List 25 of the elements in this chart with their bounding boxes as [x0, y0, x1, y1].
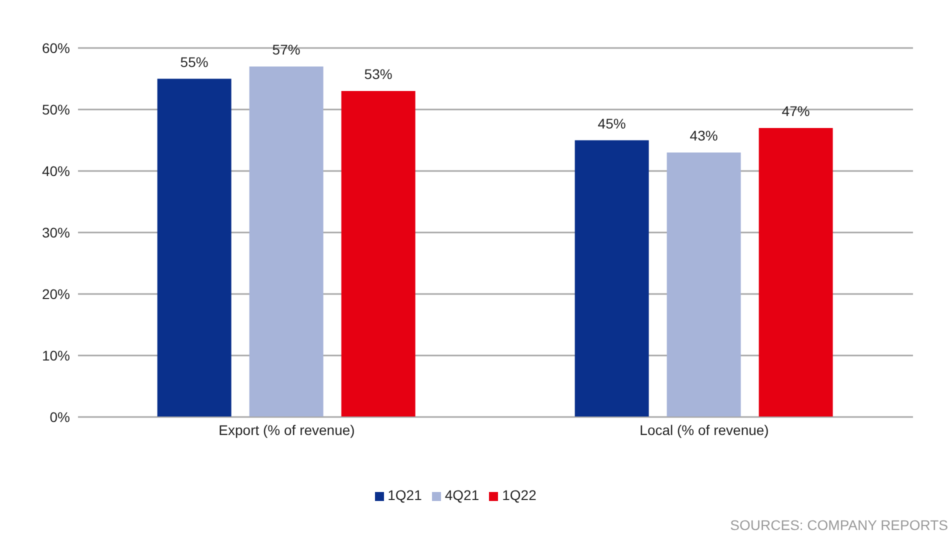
bar — [341, 91, 416, 417]
y-tick-label: 30% — [42, 224, 70, 240]
bar — [666, 152, 741, 417]
y-tick-label: 20% — [42, 286, 70, 302]
legend-label: 1Q21 — [388, 487, 422, 503]
y-tick-label: 50% — [42, 101, 70, 118]
source-note: SOURCES: COMPANY REPORTS — [730, 517, 948, 533]
y-tick-label: 0% — [50, 408, 70, 425]
y-tick-label: 10% — [42, 347, 70, 364]
legend-label: 4Q21 — [444, 487, 480, 503]
y-tick-label: 40% — [42, 162, 70, 179]
x-tick-label: Local (% of revenue) — [640, 422, 769, 438]
x-tick-label: Export (% of revenue) — [218, 422, 355, 438]
bar — [758, 128, 833, 417]
data-label: 55% — [180, 54, 208, 70]
bar — [249, 66, 324, 417]
data-label: 43% — [690, 128, 718, 144]
data-label: 53% — [364, 66, 392, 82]
data-label: 47% — [782, 102, 810, 119]
data-label: 57% — [272, 41, 300, 58]
legend-label: 1Q22 — [502, 487, 536, 503]
y-tick-label: 60% — [42, 40, 70, 56]
bar — [574, 140, 649, 417]
data-label: 45% — [598, 115, 626, 132]
bar — [157, 78, 232, 417]
